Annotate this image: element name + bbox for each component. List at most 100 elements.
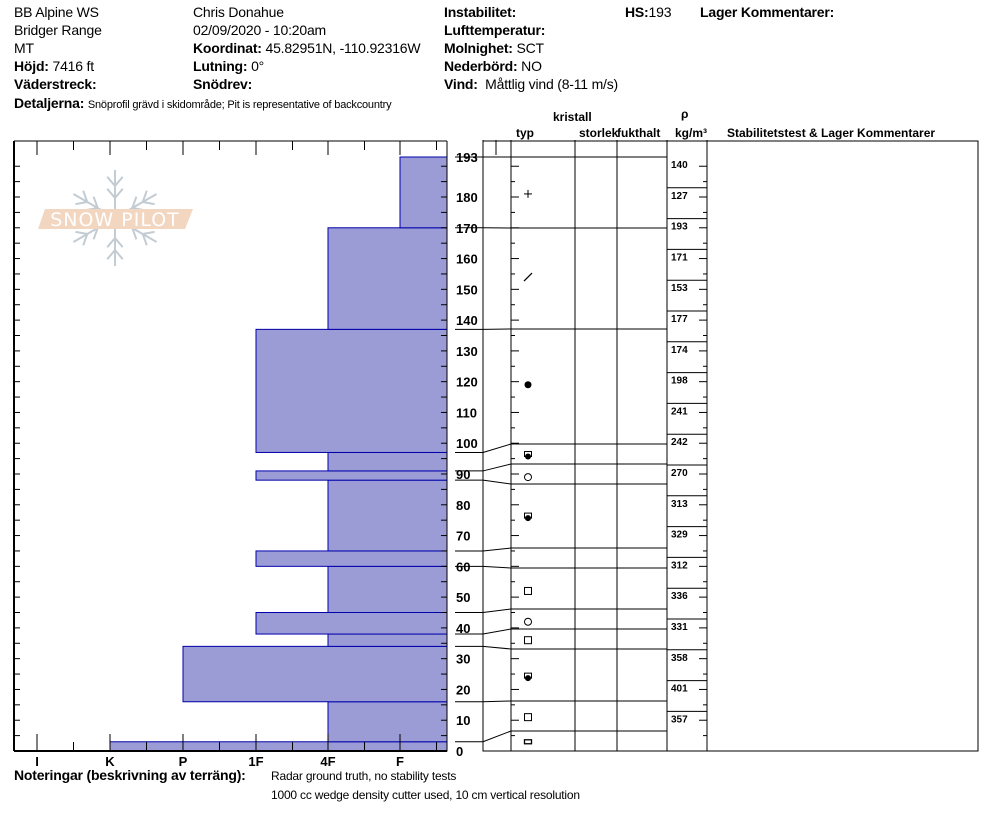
density-value: 357 xyxy=(671,714,688,725)
faceted-icon xyxy=(524,713,532,722)
faceted-icon xyxy=(524,636,532,645)
layer-connector xyxy=(482,547,512,552)
sky-value: SCT xyxy=(516,40,544,56)
density-value: 153 xyxy=(671,283,688,294)
density-value: 401 xyxy=(671,684,688,695)
hardness-label: P xyxy=(179,754,188,769)
hs-value: 193 xyxy=(648,4,672,20)
depth-label: 150 xyxy=(456,282,478,297)
density-value: 270 xyxy=(671,468,688,479)
hardness-bar xyxy=(327,451,448,472)
snowflake-branch xyxy=(114,237,124,248)
station-name: BB Alpine WS xyxy=(14,4,99,20)
depth-label: 140 xyxy=(456,313,478,328)
elevation-label: Höjd: xyxy=(14,58,49,74)
col-stability: Stabilitetstest & Lager Kommentarer xyxy=(727,126,936,140)
depth-label: 110 xyxy=(456,405,477,420)
slope-label: Lutning: xyxy=(193,58,248,74)
depth-label: 130 xyxy=(456,344,478,359)
snowflake-branch xyxy=(114,249,124,260)
density-value: 358 xyxy=(671,653,688,664)
rounding-faceted-icon xyxy=(523,739,533,745)
slope-value: 0° xyxy=(251,58,265,74)
density-value: 174 xyxy=(671,345,688,356)
depth-label: 180 xyxy=(456,190,478,205)
depth-label: 40 xyxy=(456,621,470,636)
col-size: storlek xyxy=(579,126,619,140)
layer-connector xyxy=(482,463,512,472)
layer-connector xyxy=(482,443,512,453)
depth-label: 100 xyxy=(456,436,478,451)
observer: Chris Donahue xyxy=(193,4,284,20)
depth-label: 50 xyxy=(456,590,470,605)
instability-label: Instabilitet: xyxy=(444,4,517,20)
coordinates: Koordinat: 45.82951N, -110.92316W xyxy=(193,40,421,56)
col-crystal: kristall xyxy=(553,110,592,124)
wind-label: Vind: xyxy=(444,76,478,92)
elevation-value: 7416 ft xyxy=(52,58,94,74)
density-value: 242 xyxy=(671,437,688,448)
col-density-unit: kg/m³ xyxy=(675,126,708,140)
hardness-bar xyxy=(255,328,448,453)
depth-label: 20 xyxy=(456,682,470,697)
density-value: 140 xyxy=(671,160,688,171)
precip-value: NO xyxy=(521,58,542,74)
snowflake-branch xyxy=(131,227,138,240)
density-value: 127 xyxy=(671,191,688,202)
snowflake-branch xyxy=(114,188,124,199)
depth-label: 120 xyxy=(456,375,478,390)
coord-label: Koordinat: xyxy=(193,40,262,56)
layer-connector xyxy=(482,628,512,635)
circle-grain-icon xyxy=(524,473,532,482)
sky-label: Molnighet: xyxy=(444,40,513,56)
hardness-bar xyxy=(255,550,448,567)
slope: Lutning: 0° xyxy=(193,58,264,74)
density-value: 329 xyxy=(671,530,688,541)
density-value: 313 xyxy=(671,499,688,510)
snowflake-branch xyxy=(106,188,116,199)
details-value: Snöprofil grävd i skidområde; Pit is rep… xyxy=(87,99,392,111)
layer-connector xyxy=(482,565,512,569)
state: MT xyxy=(14,40,34,56)
melt-freeze-icon xyxy=(525,515,531,522)
hardness-label: I xyxy=(35,754,39,769)
wind-value: Måttlig vind (8-11 m/s) xyxy=(485,76,618,92)
snowflake-branch xyxy=(142,230,155,235)
layer-connector xyxy=(482,608,512,613)
snowflake-branch xyxy=(142,201,155,206)
hardness-label: 1F xyxy=(248,754,263,769)
layer-connector xyxy=(482,700,512,703)
density-value: 193 xyxy=(671,222,688,233)
snowflake-branch xyxy=(82,190,89,203)
hs-label: HS: xyxy=(625,4,649,20)
depth-label: 30 xyxy=(456,652,470,667)
elevation: Höjd: 7416 ft xyxy=(14,58,94,74)
wind: Vind: Måttlig vind (8-11 m/s) xyxy=(444,76,618,92)
depth-label: 0 xyxy=(456,744,463,759)
sky: Molnighet: SCT xyxy=(444,40,544,56)
precip: Nederbörd: NO xyxy=(444,58,542,74)
col-moisture: fukthalt xyxy=(617,126,661,140)
hardness-bar xyxy=(327,633,448,647)
snowflake-branch xyxy=(92,227,99,240)
snowflake-branch xyxy=(75,201,88,206)
hardness-bar xyxy=(399,156,448,229)
rounded-grain-icon xyxy=(524,381,532,389)
melt-freeze-icon xyxy=(525,453,531,460)
density-value: 331 xyxy=(671,622,688,633)
faceted-icon xyxy=(524,586,532,595)
hardness-bar xyxy=(255,612,448,635)
logo-text: SNOW PILOT xyxy=(50,209,180,231)
snowflake-branch xyxy=(114,176,124,187)
hardness-label: 4F xyxy=(320,754,335,769)
hardness-bar xyxy=(327,565,448,614)
decomposing-icon xyxy=(523,272,533,282)
details: Detaljerna: Snöprofil grävd i skidområde… xyxy=(14,95,392,113)
details-label: Detaljerna: xyxy=(14,95,85,111)
depth-label: 10 xyxy=(456,713,470,728)
snowflake-branch xyxy=(75,230,88,235)
layer-comments-label: Lager Kommentarer: xyxy=(700,4,835,20)
col-rho: ρ xyxy=(681,107,689,121)
layer-connector xyxy=(482,730,512,743)
